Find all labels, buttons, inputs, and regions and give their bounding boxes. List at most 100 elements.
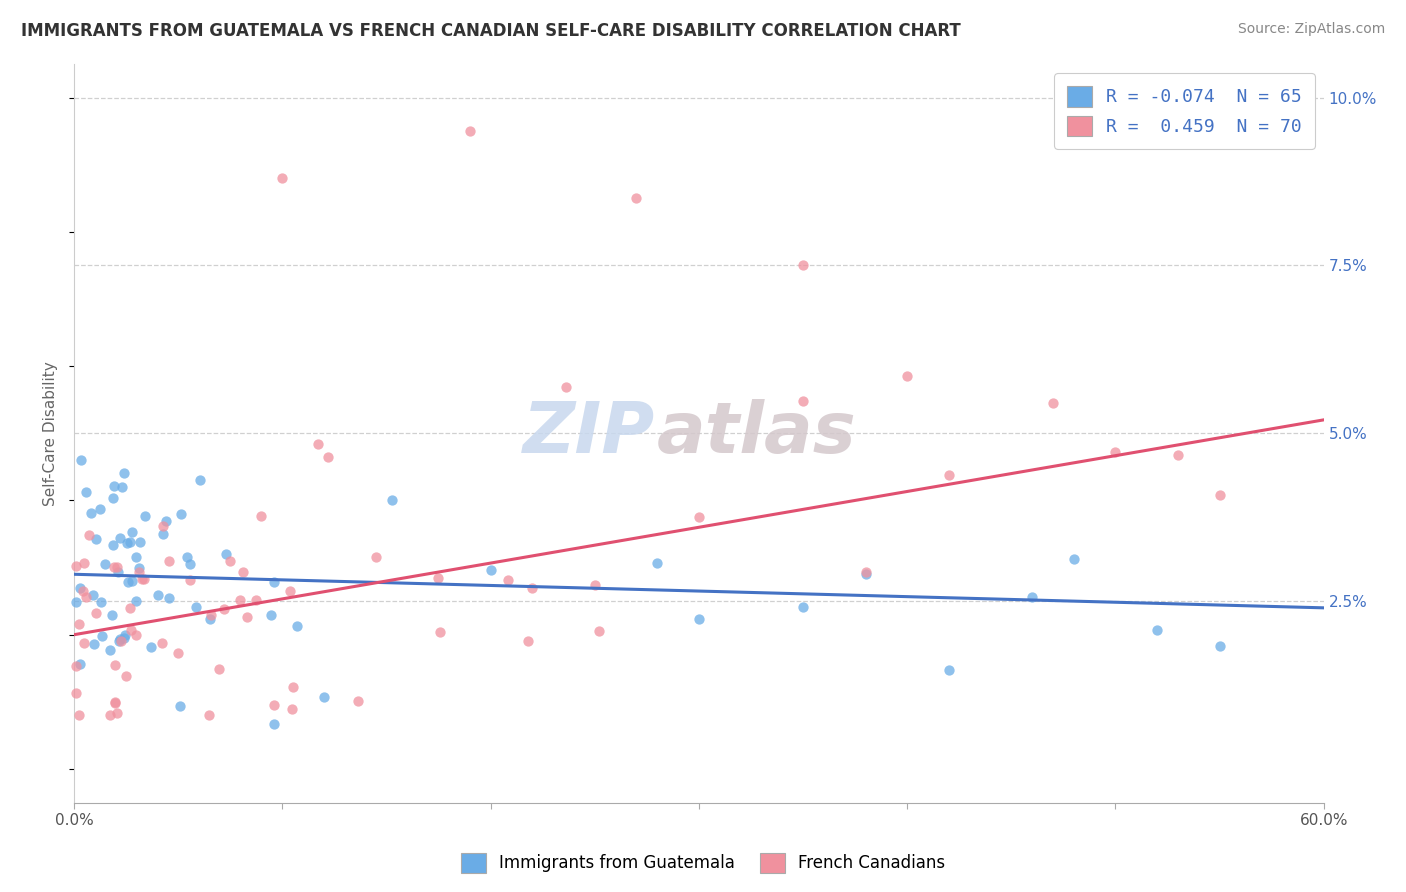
Point bbox=[1208, 488, 1230, 502]
Point bbox=[98, 642, 121, 657]
Point bbox=[157, 554, 180, 568]
Point bbox=[229, 593, 252, 607]
Point bbox=[111, 480, 134, 494]
Point bbox=[427, 571, 450, 585]
Point bbox=[67, 617, 90, 632]
Point bbox=[105, 559, 128, 574]
Point bbox=[1146, 623, 1168, 637]
Point bbox=[249, 509, 271, 524]
Point bbox=[1021, 590, 1043, 604]
Legend: R = -0.074  N = 65, R =  0.459  N = 70: R = -0.074 N = 65, R = 0.459 N = 70 bbox=[1054, 73, 1315, 149]
Point bbox=[184, 599, 207, 614]
Point bbox=[112, 466, 135, 480]
Point bbox=[128, 561, 150, 575]
Point bbox=[117, 574, 139, 589]
Point bbox=[688, 510, 710, 524]
Point bbox=[125, 594, 148, 608]
Point bbox=[263, 698, 285, 712]
Point bbox=[108, 531, 131, 545]
Point bbox=[82, 588, 104, 602]
Point bbox=[73, 636, 96, 650]
Point bbox=[278, 583, 301, 598]
Point bbox=[316, 450, 339, 464]
Point bbox=[263, 717, 285, 731]
Point bbox=[792, 259, 814, 273]
Point bbox=[645, 557, 668, 571]
Point bbox=[381, 493, 404, 508]
Point bbox=[101, 491, 124, 506]
Point bbox=[1063, 552, 1085, 566]
Text: Source: ZipAtlas.com: Source: ZipAtlas.com bbox=[1237, 22, 1385, 37]
Point bbox=[167, 646, 190, 660]
Point bbox=[101, 538, 124, 552]
Point bbox=[176, 549, 198, 564]
Point bbox=[107, 565, 129, 579]
Point bbox=[232, 566, 254, 580]
Point bbox=[69, 657, 91, 671]
Point bbox=[101, 607, 124, 622]
Point bbox=[107, 633, 129, 648]
Point bbox=[94, 558, 117, 572]
Point bbox=[103, 478, 125, 492]
Point bbox=[364, 550, 387, 565]
Point bbox=[90, 595, 112, 609]
Point bbox=[72, 584, 94, 599]
Point bbox=[346, 694, 368, 708]
Point bbox=[110, 632, 132, 646]
Point bbox=[307, 437, 329, 451]
Point bbox=[626, 191, 648, 205]
Point bbox=[77, 528, 100, 542]
Legend: Immigrants from Guatemala, French Canadians: Immigrants from Guatemala, French Canadi… bbox=[454, 847, 952, 880]
Point bbox=[188, 473, 211, 487]
Point bbox=[104, 657, 127, 672]
Point bbox=[69, 453, 91, 467]
Point bbox=[139, 640, 162, 655]
Point bbox=[271, 171, 294, 186]
Point bbox=[67, 708, 90, 723]
Point bbox=[104, 697, 127, 711]
Point bbox=[121, 574, 143, 588]
Point bbox=[583, 578, 606, 592]
Point bbox=[132, 572, 155, 586]
Point bbox=[312, 690, 335, 705]
Point bbox=[688, 612, 710, 626]
Point bbox=[65, 686, 87, 700]
Point bbox=[120, 624, 142, 638]
Point bbox=[517, 634, 540, 648]
Point bbox=[855, 567, 877, 582]
Point bbox=[588, 624, 610, 639]
Point bbox=[236, 610, 259, 624]
Y-axis label: Self-Care Disability: Self-Care Disability bbox=[44, 361, 58, 506]
Point bbox=[129, 535, 152, 549]
Point bbox=[104, 695, 127, 709]
Point bbox=[218, 554, 240, 568]
Text: IMMIGRANTS FROM GUATEMALA VS FRENCH CANADIAN SELF-CARE DISABILITY CORRELATION CH: IMMIGRANTS FROM GUATEMALA VS FRENCH CANA… bbox=[21, 22, 960, 40]
Point bbox=[555, 380, 578, 394]
Point bbox=[134, 509, 156, 524]
Point bbox=[157, 591, 180, 605]
Point bbox=[125, 628, 148, 642]
Point bbox=[458, 124, 481, 138]
Point bbox=[115, 536, 138, 550]
Point bbox=[792, 393, 814, 408]
Point bbox=[1167, 448, 1189, 462]
Point bbox=[128, 566, 150, 580]
Point bbox=[65, 659, 87, 673]
Point bbox=[84, 532, 107, 546]
Point bbox=[131, 572, 153, 586]
Point bbox=[179, 557, 201, 571]
Point bbox=[169, 698, 191, 713]
Point bbox=[198, 612, 221, 626]
Point bbox=[938, 663, 960, 677]
Point bbox=[522, 582, 544, 596]
Point bbox=[65, 595, 87, 609]
Point bbox=[89, 502, 111, 516]
Point bbox=[146, 588, 169, 602]
Point bbox=[150, 635, 173, 649]
Point bbox=[75, 485, 97, 500]
Point bbox=[103, 559, 125, 574]
Point bbox=[84, 606, 107, 620]
Text: atlas: atlas bbox=[657, 399, 856, 467]
Point bbox=[79, 506, 101, 520]
Point bbox=[208, 662, 231, 676]
